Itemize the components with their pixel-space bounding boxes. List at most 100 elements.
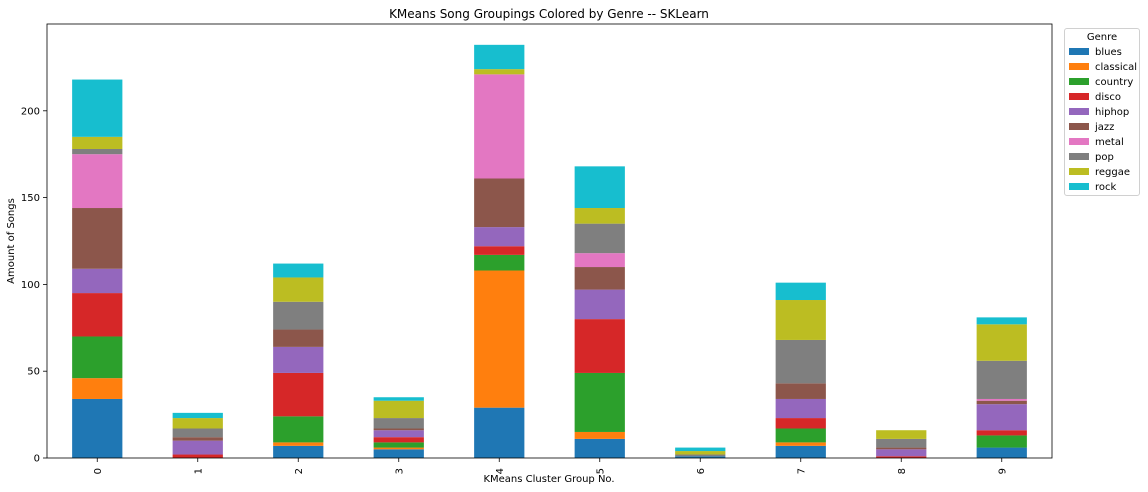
bar-segment-metal-9 [976,398,1027,401]
legend-label: blues [1095,47,1122,58]
legend-swatch [1069,168,1089,175]
bar-segment-country-9 [976,435,1027,448]
bar-segment-country-5 [574,372,625,432]
x-axis-label: KMeans Cluster Group No. [483,474,614,485]
bar-segment-jazz-1 [172,437,223,441]
bar-segment-pop-3 [373,418,424,429]
legend-title: Genre [1086,32,1118,43]
x-tick-label: 4 [495,468,506,474]
bar-segment-hiphop-5 [574,289,625,320]
bar-segment-pop-0 [72,148,123,155]
bar-segment-blues-9 [976,447,1027,458]
bar-segment-disco-3 [373,437,424,443]
bar-segment-metal-0 [72,154,123,209]
x-tick-label: 1 [193,468,204,474]
bar-segment-classical-3 [373,447,424,450]
bar-segment-country-2 [273,416,324,443]
bar-segment-metal-5 [574,253,625,268]
bar-segment-hiphop-0 [72,268,123,294]
x-tick-label: 7 [796,468,807,474]
bar-segment-disco-7 [775,418,826,429]
bar-segment-rock-9 [976,317,1027,325]
bar-segment-country-7 [775,428,826,443]
bar-segment-blues-5 [574,438,625,458]
bar-segment-country-0 [72,336,123,379]
bar-segment-pop-6 [675,454,726,457]
bar-segment-hiphop-1 [172,440,223,455]
legend-swatch [1069,153,1089,160]
bar-segment-hiphop-7 [775,398,826,419]
bar-segment-blues-7 [775,445,826,458]
bar-segment-hiphop-4 [474,227,525,247]
bar-segment-rock-3 [373,397,424,401]
bar-segment-hiphop-3 [373,430,424,438]
bar-segment-jazz-8 [876,447,927,450]
bar-segment-country-3 [373,442,424,448]
legend-item-pop: pop [1065,150,1139,165]
bar-segment-reggae-5 [574,208,625,224]
bar-segment-blues-2 [273,445,324,458]
bar-segment-classical-4 [474,270,525,408]
legend-swatch [1069,48,1089,55]
bar-segment-rock-7 [775,282,826,301]
x-tick-label: 6 [696,468,707,474]
bar-segment-rock-4 [474,44,525,70]
legend-swatch [1069,123,1089,130]
bar-segment-disco-5 [574,319,625,373]
x-tick-label: 2 [294,468,305,474]
x-tick-label: 5 [595,468,606,474]
bar-segment-rock-6 [675,447,726,452]
bar-segment-rock-0 [72,79,123,137]
legend-item-jazz: jazz [1065,120,1139,135]
bar-segment-jazz-2 [273,329,324,347]
bar-segment-reggae-1 [172,418,223,429]
bar-segment-country-4 [474,254,525,271]
legend-swatch [1069,78,1089,85]
bar-segment-reggae-7 [775,300,826,340]
bar-segment-disco-1 [172,454,223,458]
bar-segment-classical-7 [775,442,826,446]
bar-segment-classical-5 [574,431,625,439]
legend-label: country [1095,77,1134,88]
bar-segment-classical-0 [72,378,123,399]
bar-segment-pop-5 [574,223,625,254]
bar-segment-pop-7 [775,339,826,384]
legend-item-blues: blues [1065,45,1139,60]
bar-segment-jazz-9 [976,400,1027,405]
bar-segment-disco-4 [474,246,525,255]
plot-area-frame [46,23,1053,459]
legend-label: rock [1095,182,1117,193]
y-axis-label: Amount of Songs [6,198,17,284]
x-tick-label: 3 [394,468,405,474]
y-tick-label: 100 [21,280,40,291]
bar-segment-hiphop-8 [876,449,927,457]
legend-swatch [1069,108,1089,115]
bar-segment-rock-2 [273,263,324,278]
legend-item-country: country [1065,75,1139,90]
legend-label: metal [1095,137,1124,148]
bar-segment-jazz-0 [72,208,123,269]
bar-segment-jazz-4 [474,178,525,228]
bar-segment-jazz-5 [574,267,625,290]
y-tick-label: 0 [34,454,40,465]
bar-segment-reggae-6 [675,451,726,455]
y-tick-label: 200 [21,106,40,117]
bar-segment-rock-5 [574,166,625,209]
bar-segment-blues-4 [474,407,525,458]
bar-segment-disco-0 [72,293,123,337]
legend-item-classical: classical [1065,60,1139,75]
legend-item-disco: disco [1065,90,1139,105]
bar-segment-jazz-7 [775,383,826,399]
legend-label: jazz [1095,122,1115,133]
bar-segment-blues-0 [72,398,123,458]
x-tick-label: 8 [897,468,908,474]
chart-title: KMeans Song Groupings Colored by Genre -… [389,7,709,21]
x-tick-label: 9 [997,468,1008,474]
legend-swatch [1069,93,1089,100]
bar-segment-disco-8 [876,456,927,458]
legend-label: classical [1095,62,1138,73]
legend-item-reggae: reggae [1065,165,1139,180]
bar-segment-blues-6 [675,456,726,458]
legend-label: pop [1095,152,1114,163]
